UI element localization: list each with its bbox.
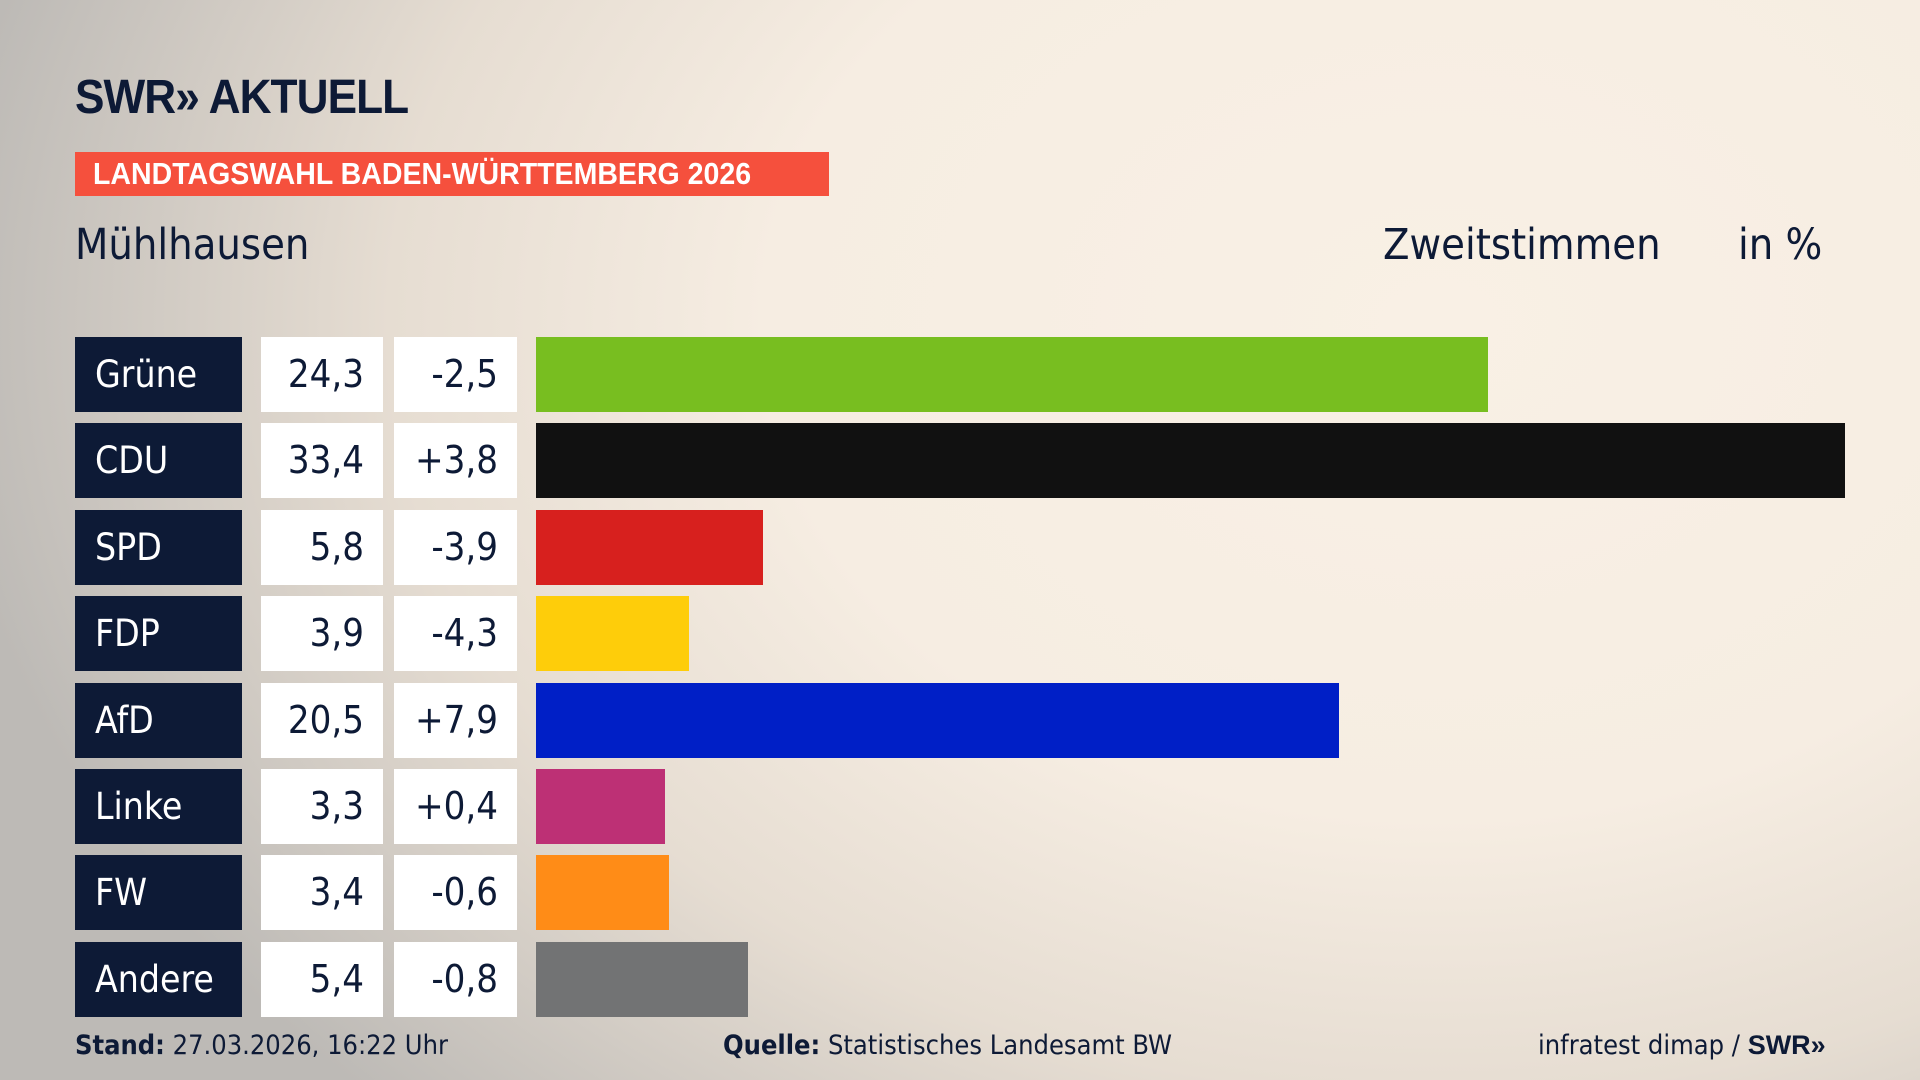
diff-label: -4,3 bbox=[394, 596, 517, 672]
diff-label: -0,6 bbox=[394, 855, 517, 931]
party-label: Grüne bbox=[75, 337, 242, 412]
place-title: Mühlhausen bbox=[75, 220, 310, 270]
party-label: FDP bbox=[75, 596, 242, 672]
credit: infratest dimap / SWR» bbox=[1538, 1030, 1826, 1061]
source-value: Statistisches Landesamt BW bbox=[827, 1030, 1173, 1061]
bar-spd bbox=[536, 509, 764, 585]
stand-value: 27.03.2026, 16:22 Uhr bbox=[172, 1030, 448, 1061]
value-label: 5,4 bbox=[261, 941, 383, 1017]
banner-text: LANDTAGSWAHL BADEN-WÜRTTEMBERG 2026 bbox=[93, 156, 752, 191]
election-banner: LANDTAGSWAHL BADEN-WÜRTTEMBERG 2026 bbox=[75, 152, 829, 196]
party-label: Linke bbox=[75, 769, 242, 844]
stand: Stand: 27.03.2026, 16:22 Uhr bbox=[75, 1030, 448, 1061]
value-label: 24,3 bbox=[261, 337, 383, 412]
diff-label: +3,8 bbox=[394, 423, 517, 499]
party-label: Andere bbox=[75, 941, 242, 1017]
party-label: AfD bbox=[75, 682, 242, 758]
swr-logo: SWR» bbox=[1747, 1030, 1826, 1060]
party-label: FW bbox=[75, 855, 242, 931]
stand-label: Stand: bbox=[75, 1030, 165, 1061]
value-label: 5,8 bbox=[261, 509, 383, 585]
diff-label: -3,9 bbox=[394, 509, 517, 585]
diff-label: -0,8 bbox=[394, 941, 517, 1017]
value-label: 3,4 bbox=[261, 855, 383, 931]
diff-label: -2,5 bbox=[394, 337, 517, 412]
value-label: 3,3 bbox=[261, 769, 383, 844]
unit-label: in % bbox=[1738, 220, 1823, 270]
credit-text: infratest dimap / bbox=[1538, 1030, 1740, 1061]
bar-andere bbox=[536, 941, 748, 1017]
party-label: SPD bbox=[75, 509, 242, 585]
value-label: 3,9 bbox=[261, 596, 383, 672]
diff-label: +7,9 bbox=[394, 682, 517, 758]
party-label: CDU bbox=[75, 423, 242, 499]
source: Quelle: Statistisches Landesamt BW bbox=[723, 1030, 1172, 1061]
bar-afd bbox=[536, 682, 1340, 758]
measure-label: Zweitstimmen bbox=[1383, 220, 1661, 270]
diff-label: +0,4 bbox=[394, 769, 517, 844]
bar-cdu bbox=[536, 423, 1845, 499]
bar-fw bbox=[536, 855, 670, 931]
bar-fdp bbox=[536, 596, 689, 672]
bar-linke bbox=[536, 769, 666, 844]
value-label: 20,5 bbox=[261, 682, 383, 758]
source-label: Quelle: bbox=[723, 1030, 821, 1061]
value-label: 33,4 bbox=[261, 423, 383, 499]
swr-aktuell-logo: SWR» AKTUELL bbox=[75, 71, 409, 124]
bar-grüne bbox=[536, 337, 1489, 412]
